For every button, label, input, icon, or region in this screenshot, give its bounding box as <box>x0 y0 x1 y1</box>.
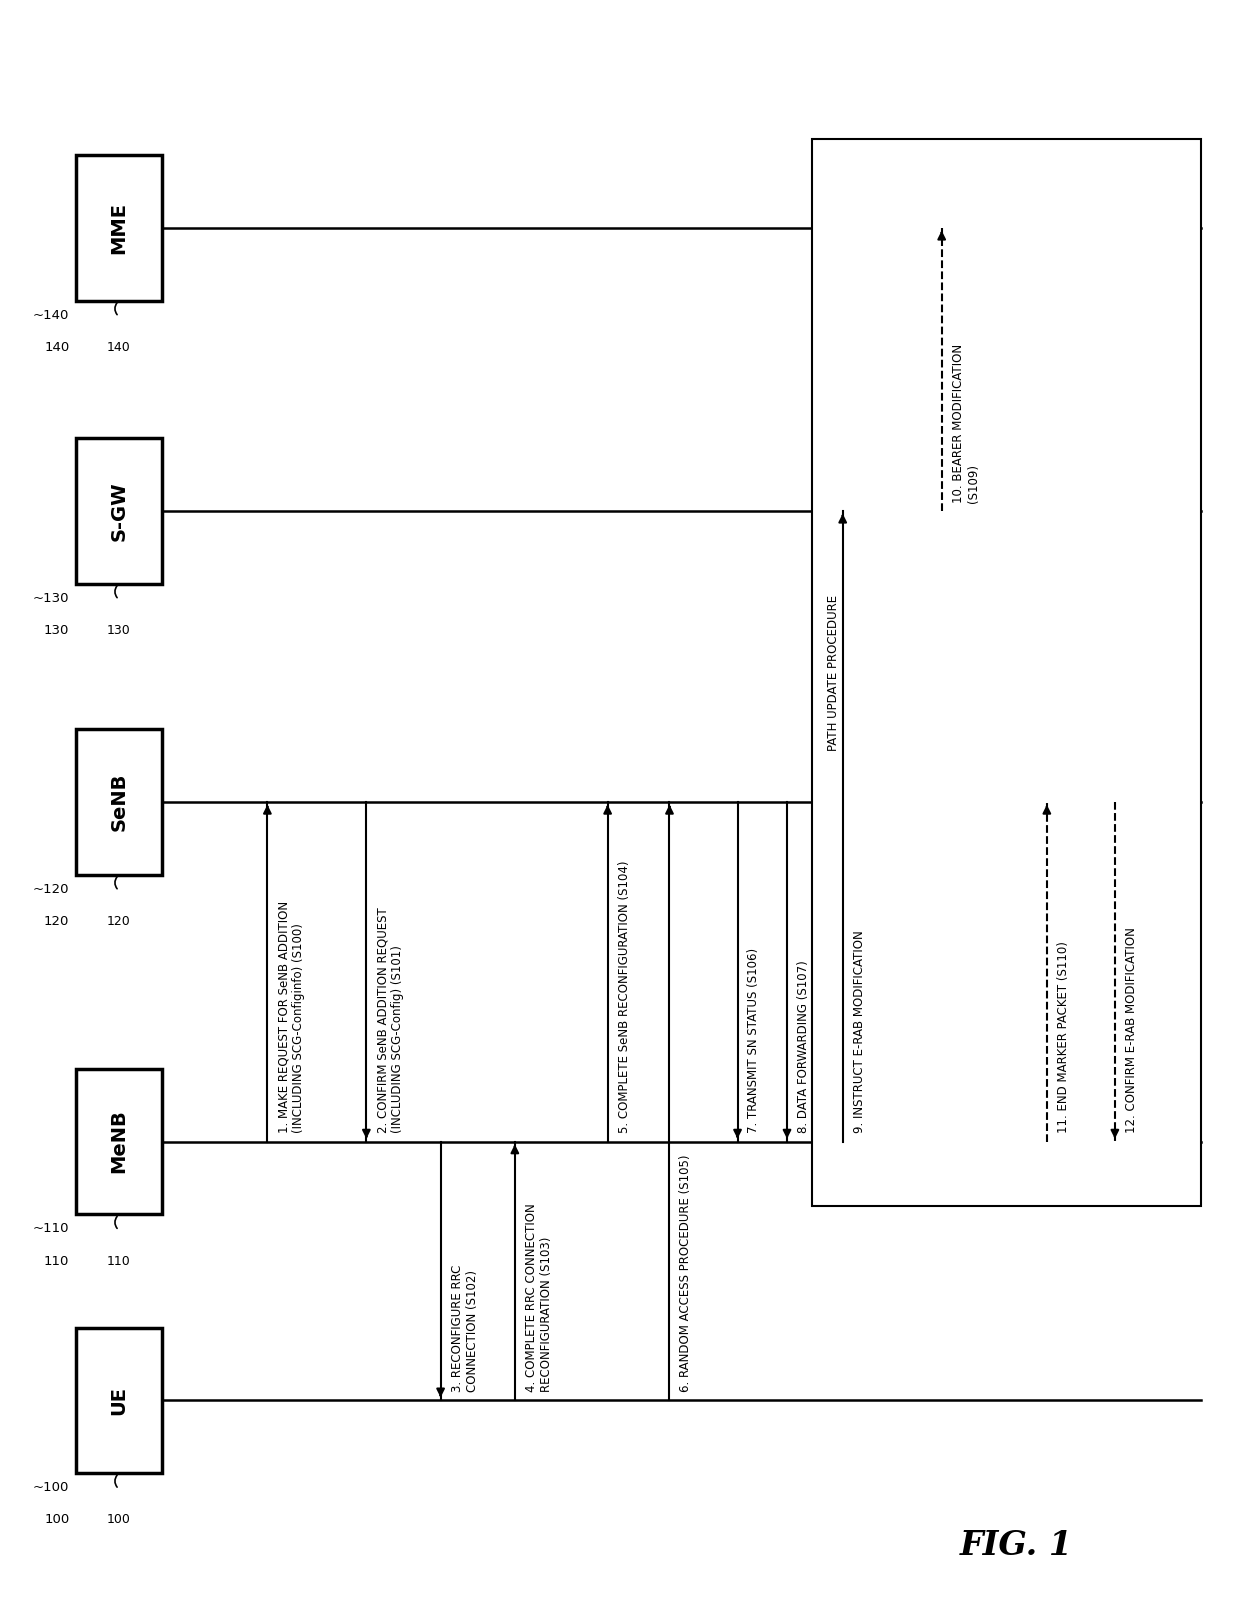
Text: SeNB: SeNB <box>109 773 129 831</box>
Text: 130: 130 <box>107 624 130 637</box>
Text: UE: UE <box>109 1385 129 1414</box>
Text: 100: 100 <box>107 1513 131 1526</box>
Text: 110: 110 <box>107 1256 130 1268</box>
Text: 3. RECONFIGURE RRC
CONNECTION (S102): 3. RECONFIGURE RRC CONNECTION (S102) <box>450 1265 479 1392</box>
Text: S-GW: S-GW <box>109 481 129 541</box>
Bar <box>76 437 162 583</box>
Text: 130: 130 <box>45 624 69 637</box>
Text: ~130: ~130 <box>33 591 69 604</box>
Text: 11. END MARKER PACKET (S110): 11. END MARKER PACKET (S110) <box>1056 941 1070 1134</box>
Text: 7. TRANSMIT SN STATUS (S106): 7. TRANSMIT SN STATUS (S106) <box>748 948 760 1134</box>
Bar <box>812 139 1202 1207</box>
Text: 9. INSTRUCT E-RAB MODIFICATION: 9. INSTRUCT E-RAB MODIFICATION <box>853 931 866 1134</box>
Text: 140: 140 <box>45 340 69 355</box>
Text: 12. CONFIRM E-RAB MODIFICATION: 12. CONFIRM E-RAB MODIFICATION <box>1125 928 1138 1134</box>
Text: 1. MAKE REQUEST FOR SeNB ADDITION
(INCLUDING SCG-Configinfo) (S100): 1. MAKE REQUEST FOR SeNB ADDITION (INCLU… <box>278 901 305 1134</box>
Text: 140: 140 <box>107 340 130 355</box>
Text: 5. COMPLETE SeNB RECONFIGURATION (S104): 5. COMPLETE SeNB RECONFIGURATION (S104) <box>618 860 630 1134</box>
Bar <box>76 1069 162 1215</box>
Text: MME: MME <box>109 202 129 254</box>
Bar <box>76 1327 162 1473</box>
Text: 120: 120 <box>45 915 69 928</box>
Bar <box>76 729 162 875</box>
Text: 4. COMPLETE RRC CONNECTION
RECONFIGURATION (S103): 4. COMPLETE RRC CONNECTION RECONFIGURATI… <box>525 1204 553 1392</box>
Bar <box>76 156 162 301</box>
Text: PATH UPDATE PROCEDURE: PATH UPDATE PROCEDURE <box>827 595 839 750</box>
Text: 8. DATA FORWARDING (S107): 8. DATA FORWARDING (S107) <box>797 961 810 1134</box>
Text: 2. CONFIRM SeNB ADDITION REQUEST
(INCLUDING SCG-Config) (S101): 2. CONFIRM SeNB ADDITION REQUEST (INCLUD… <box>376 907 404 1134</box>
Text: ~110: ~110 <box>33 1223 69 1236</box>
Text: 6. RANDOM ACCESS PROCEDURE (S105): 6. RANDOM ACCESS PROCEDURE (S105) <box>680 1155 692 1392</box>
Text: ~100: ~100 <box>33 1481 69 1494</box>
Text: 110: 110 <box>45 1256 69 1268</box>
Text: 100: 100 <box>45 1513 69 1526</box>
Text: 10. BEARER MODIFICATION
(S109): 10. BEARER MODIFICATION (S109) <box>951 343 980 502</box>
Text: ~140: ~140 <box>33 309 69 322</box>
Text: MeNB: MeNB <box>109 1110 129 1173</box>
Text: FIG. 1: FIG. 1 <box>960 1529 1073 1562</box>
Text: 120: 120 <box>107 915 130 928</box>
Text: ~120: ~120 <box>33 883 69 896</box>
